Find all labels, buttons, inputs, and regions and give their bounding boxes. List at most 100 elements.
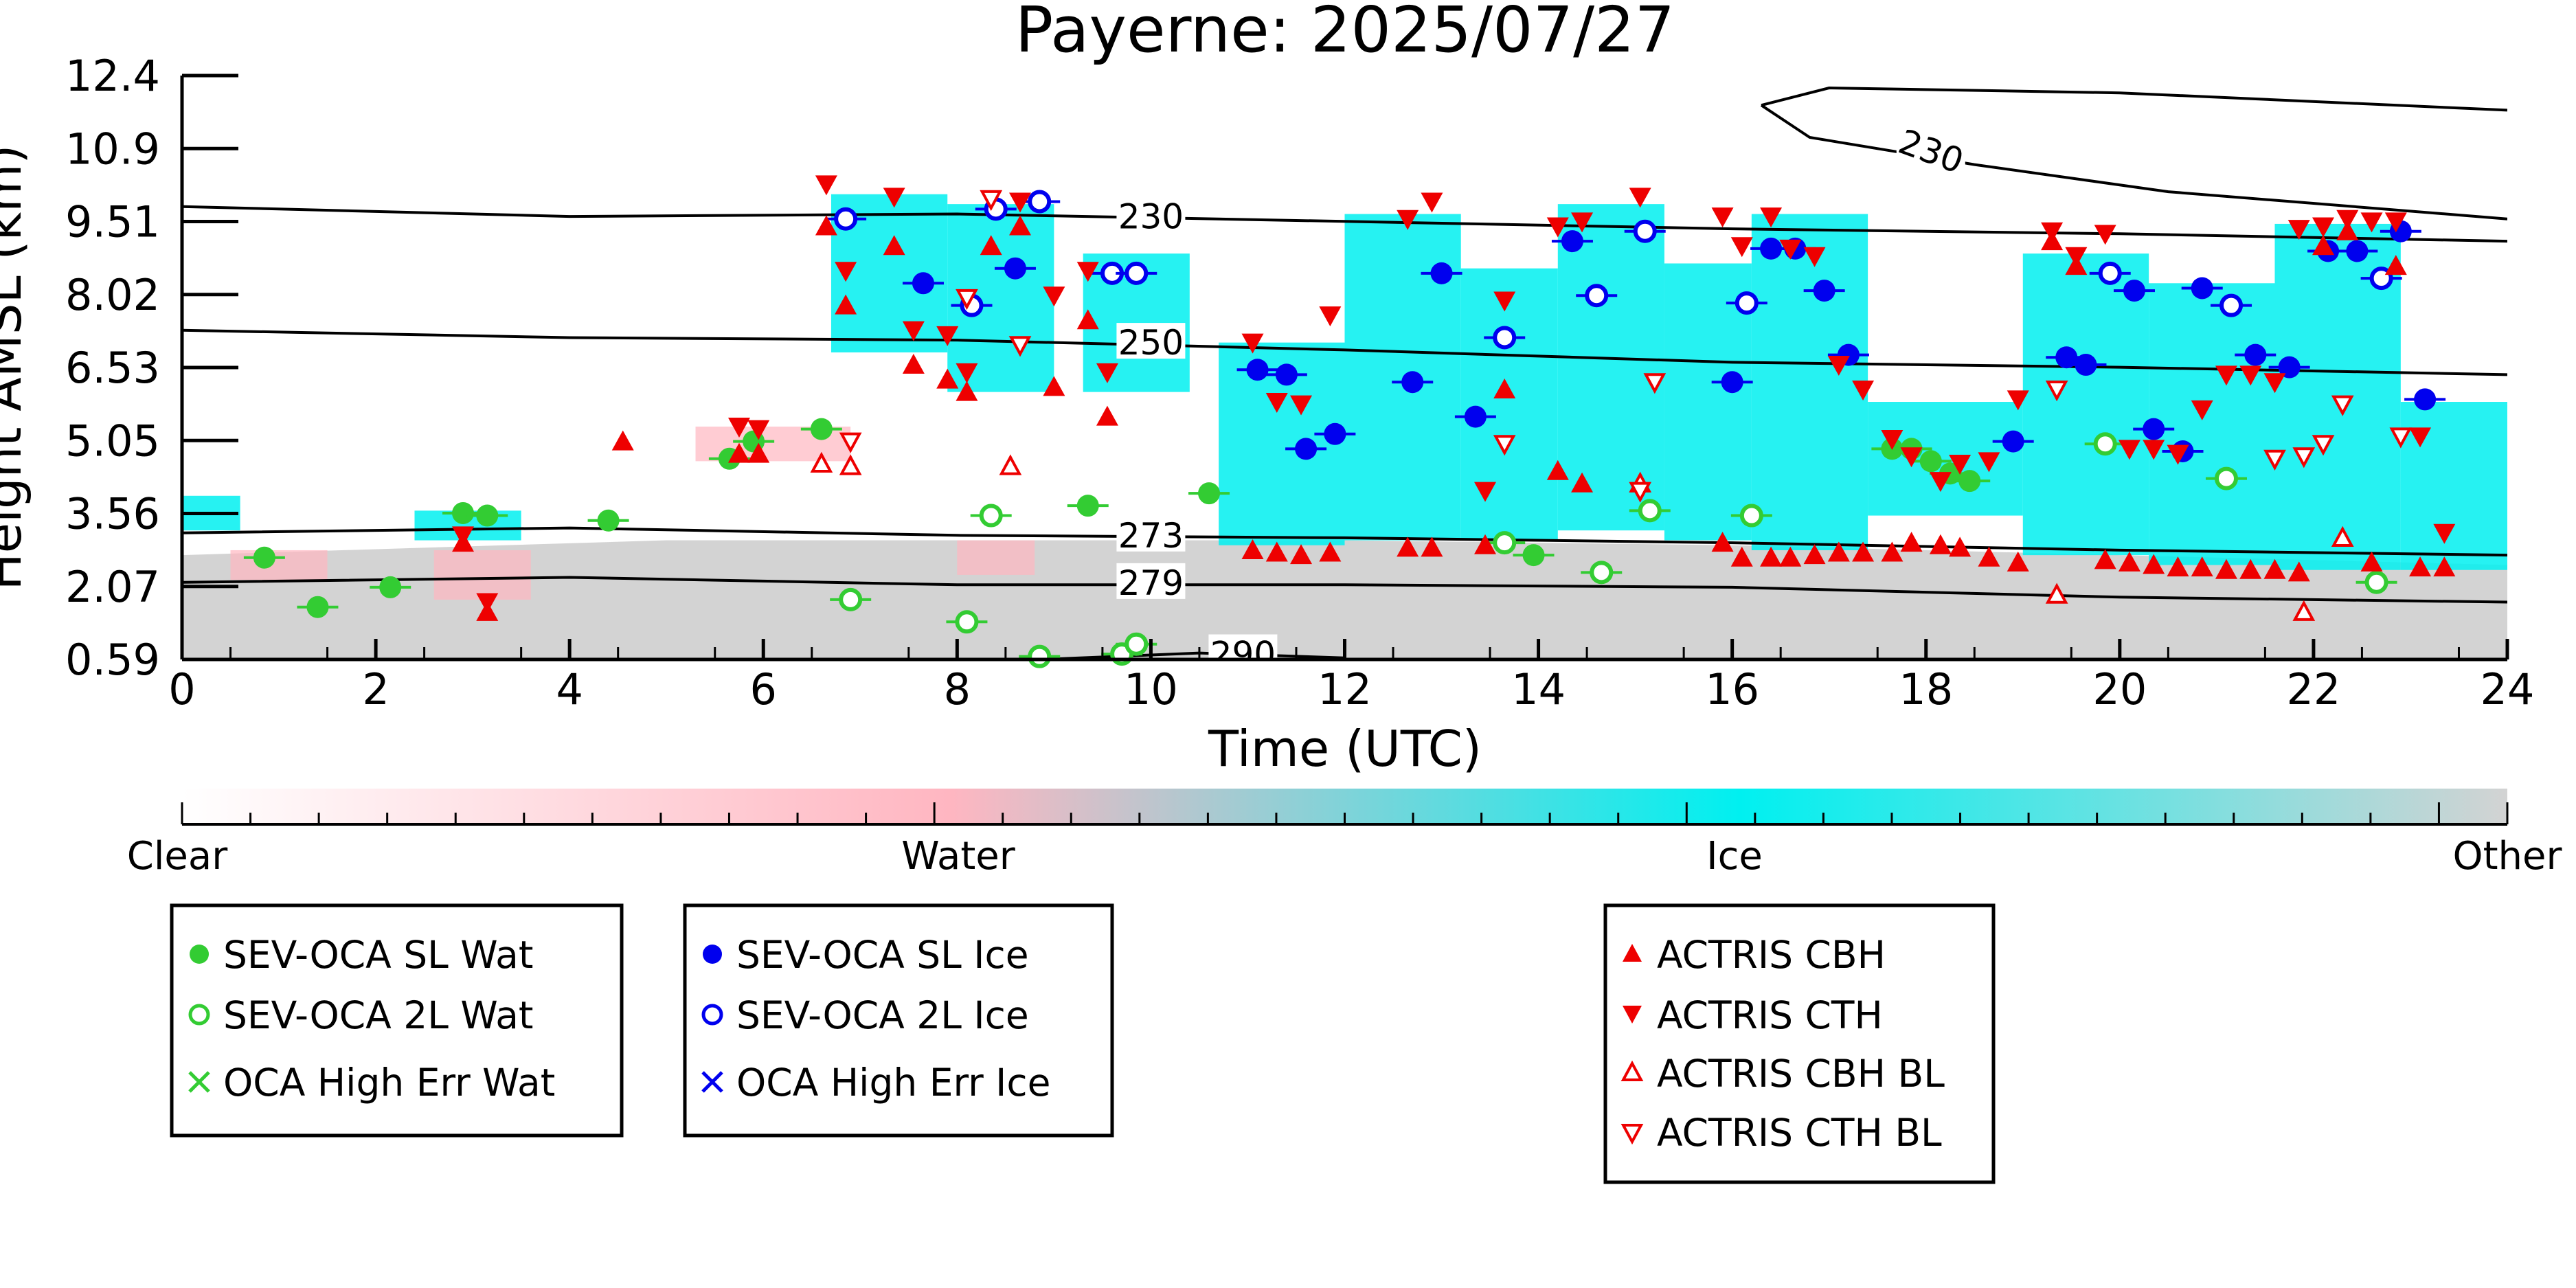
data-point bbox=[956, 381, 978, 401]
data-point bbox=[1929, 472, 1952, 493]
curtain-ice bbox=[1664, 263, 1752, 541]
data-point bbox=[1711, 207, 1734, 228]
legend-item-higherr-ice: OCA High Err Ice bbox=[701, 1061, 1050, 1105]
legend-item-2l-wat: SEV-OCA 2L Wat bbox=[188, 993, 534, 1037]
data-point bbox=[2433, 556, 2456, 577]
data-point bbox=[2094, 549, 2116, 569]
contour-label-bg bbox=[1116, 323, 1186, 359]
legend-ice: SEV-OCA SL Ice SEV-OCA 2L Ice OCA High E… bbox=[683, 903, 1114, 1138]
y-axis-label: Height AMSL (km) bbox=[0, 145, 32, 591]
data-point bbox=[2239, 558, 2262, 579]
data-point bbox=[1881, 541, 1903, 562]
data-point bbox=[1803, 247, 1826, 267]
data-point bbox=[2214, 466, 2238, 490]
data-point bbox=[1929, 534, 1952, 554]
data-point bbox=[1493, 291, 1516, 312]
data-point bbox=[1730, 546, 1753, 567]
data-point bbox=[2312, 435, 2335, 456]
data-point bbox=[379, 576, 402, 598]
y-tick-label: 10.9 bbox=[65, 124, 160, 174]
data-point bbox=[1779, 239, 1802, 260]
data-point bbox=[839, 432, 862, 453]
data-point bbox=[1949, 454, 1971, 475]
data-point bbox=[1198, 482, 1221, 505]
data-point bbox=[1522, 544, 1545, 567]
contour-label-bg bbox=[1116, 515, 1186, 552]
x-tick-label: 8 bbox=[944, 664, 971, 714]
data-point bbox=[2278, 356, 2301, 379]
y-tick-label: 8.02 bbox=[65, 270, 160, 320]
data-point bbox=[936, 326, 959, 346]
data-point bbox=[980, 190, 1003, 212]
data-point bbox=[2292, 600, 2316, 621]
curtain-other bbox=[182, 540, 2507, 659]
data-point bbox=[839, 587, 863, 611]
svg-text:SEV-OCA SL Wat: SEV-OCA SL Wat bbox=[223, 933, 533, 977]
y-tick-label: 9.51 bbox=[65, 197, 160, 247]
legend-item-cth-bl: ACTRIS CTH BL bbox=[1620, 1111, 1942, 1155]
x-axis-label: Time (UTC) bbox=[1208, 720, 1482, 778]
data-point bbox=[1043, 286, 1065, 307]
data-point bbox=[815, 175, 837, 196]
data-point bbox=[2331, 395, 2354, 416]
data-point bbox=[1852, 381, 1875, 401]
data-point bbox=[2346, 240, 2369, 262]
data-point bbox=[2041, 222, 2064, 242]
legend-item-sl-ice: SEV-OCA SL Ice bbox=[703, 933, 1029, 977]
legend-item-cbh-bl: ACTRIS CBH BL bbox=[1620, 1052, 1945, 1096]
legend-item-2l-ice: SEV-OCA 2L Ice bbox=[701, 993, 1029, 1037]
legend-item-cth: ACTRIS CTH bbox=[1623, 993, 1883, 1037]
y-tick-label: 5.05 bbox=[65, 416, 160, 466]
data-point bbox=[2123, 280, 2145, 302]
svg-text:OCA High Err Ice: OCA High Err Ice bbox=[736, 1061, 1050, 1105]
data-point bbox=[2364, 570, 2388, 594]
data-point bbox=[747, 420, 770, 440]
data-point bbox=[2384, 255, 2407, 275]
data-point bbox=[1028, 644, 1052, 668]
legend-actris: ACTRIS CBH ACTRIS CTH ACTRIS CBH BL ACTR… bbox=[1603, 903, 1996, 1184]
data-point bbox=[1009, 215, 1032, 236]
data-point bbox=[1730, 237, 1753, 258]
contour-line bbox=[182, 526, 2507, 557]
data-point bbox=[2244, 343, 2267, 366]
data-point bbox=[2191, 277, 2213, 300]
data-point bbox=[1241, 539, 1264, 559]
legend-item-cbh: ACTRIS CBH bbox=[1623, 933, 1886, 977]
data-point bbox=[1096, 405, 1118, 426]
data-point bbox=[611, 430, 634, 451]
x-tick-label: 24 bbox=[2481, 664, 2535, 714]
data-point bbox=[1421, 192, 1443, 213]
x-tick-label: 2 bbox=[362, 664, 389, 714]
data-point bbox=[1043, 376, 1065, 396]
data-point bbox=[1421, 536, 1443, 557]
data-point bbox=[1629, 188, 1651, 208]
legend-item-higherr-wat: OCA High Err Wat bbox=[188, 1061, 555, 1105]
data-point bbox=[1585, 284, 1609, 308]
y-tick-label: 12.4 bbox=[65, 51, 160, 101]
curtain-ice bbox=[1460, 268, 1558, 541]
data-point bbox=[2263, 373, 2286, 394]
svg-text:SEV-OCA SL Ice: SEV-OCA SL Ice bbox=[736, 933, 1029, 977]
data-point bbox=[2118, 551, 2140, 572]
x-tick-label: 6 bbox=[750, 664, 777, 714]
data-point bbox=[597, 509, 620, 532]
data-point bbox=[2336, 220, 2359, 240]
chart-title: Payerne: 2025/07/27 bbox=[1015, 0, 1675, 67]
data-point bbox=[835, 294, 857, 315]
data-point bbox=[2167, 556, 2189, 577]
data-point bbox=[2360, 212, 2383, 233]
data-point bbox=[2143, 554, 2165, 574]
legend-item-sl-wat: SEV-OCA SL Wat bbox=[190, 933, 533, 977]
data-point bbox=[1978, 452, 2000, 473]
data-point bbox=[1028, 190, 1052, 214]
x-tick-label: 4 bbox=[556, 664, 583, 714]
contour-label: 250 bbox=[1118, 323, 1184, 363]
data-point bbox=[2312, 235, 2335, 256]
data-point bbox=[2389, 427, 2413, 449]
data-point bbox=[2263, 449, 2286, 471]
data-point bbox=[2331, 526, 2354, 547]
data-point bbox=[1474, 534, 1497, 554]
contour-label: 290 bbox=[1210, 635, 1276, 675]
data-point bbox=[902, 321, 925, 341]
data-point bbox=[1295, 438, 1318, 460]
